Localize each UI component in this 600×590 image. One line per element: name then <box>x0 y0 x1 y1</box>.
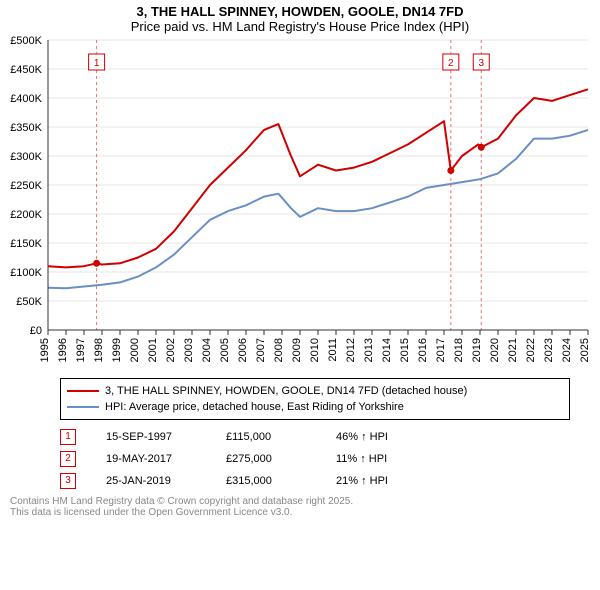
svg-text:2021: 2021 <box>507 338 519 362</box>
svg-text:2001: 2001 <box>147 338 159 362</box>
svg-text:2011: 2011 <box>327 338 339 362</box>
svg-text:2: 2 <box>448 58 454 69</box>
svg-text:£500K: £500K <box>10 35 42 47</box>
svg-text:2016: 2016 <box>417 338 429 362</box>
svg-text:1998: 1998 <box>93 338 105 362</box>
svg-text:2023: 2023 <box>543 338 555 362</box>
legend-item: 3, THE HALL SPINNEY, HOWDEN, GOOLE, DN14… <box>67 383 563 399</box>
sale-date: 25-JAN-2019 <box>106 470 196 492</box>
sale-delta: 21% ↑ HPI <box>336 470 388 492</box>
svg-text:2010: 2010 <box>309 338 321 362</box>
sale-date: 15-SEP-1997 <box>106 426 196 448</box>
svg-text:2024: 2024 <box>561 338 573 362</box>
svg-text:2017: 2017 <box>435 338 447 362</box>
legend-label: 3, THE HALL SPINNEY, HOWDEN, GOOLE, DN14… <box>105 383 467 399</box>
svg-text:2006: 2006 <box>237 338 249 362</box>
attribution-footer: Contains HM Land Registry data © Crown c… <box>10 496 590 518</box>
footer-line: Contains HM Land Registry data © Crown c… <box>10 496 590 507</box>
marker-badge: 3 <box>60 473 76 489</box>
svg-text:2005: 2005 <box>219 338 231 362</box>
svg-text:£450K: £450K <box>10 64 42 76</box>
svg-text:2018: 2018 <box>453 338 465 362</box>
price-chart: £0 £50K £100K £150K £200K £250K £300K £350K £400… <box>0 34 600 374</box>
table-row: 3 25-JAN-2019 £315,000 21% ↑ HPI <box>60 470 570 492</box>
svg-text:2009: 2009 <box>291 338 303 362</box>
svg-text:2000: 2000 <box>129 338 141 362</box>
svg-text:£200K: £200K <box>10 209 42 221</box>
sale-price: £275,000 <box>226 448 306 470</box>
sales-table: 1 15-SEP-1997 £115,000 46% ↑ HPI 2 19-MA… <box>60 426 570 492</box>
svg-text:£100K: £100K <box>10 267 42 279</box>
svg-text:2014: 2014 <box>381 338 393 362</box>
svg-text:£300K: £300K <box>10 151 42 163</box>
legend-item: HPI: Average price, detached house, East… <box>67 399 563 415</box>
svg-text:2013: 2013 <box>363 338 375 362</box>
marker-badge: 1 <box>60 429 76 445</box>
svg-text:2012: 2012 <box>345 338 357 362</box>
sale-date: 19-MAY-2017 <box>106 448 196 470</box>
svg-text:2003: 2003 <box>183 338 195 362</box>
chart-title-address: 3, THE HALL SPINNEY, HOWDEN, GOOLE, DN14… <box>0 4 600 19</box>
svg-text:2022: 2022 <box>525 338 537 362</box>
sale-delta: 46% ↑ HPI <box>336 426 388 448</box>
svg-text:£350K: £350K <box>10 122 42 134</box>
svg-text:1: 1 <box>94 58 100 69</box>
svg-text:2015: 2015 <box>399 338 411 362</box>
svg-text:2025: 2025 <box>579 338 591 362</box>
svg-text:£0: £0 <box>30 325 42 337</box>
table-row: 1 15-SEP-1997 £115,000 46% ↑ HPI <box>60 426 570 448</box>
svg-text:2019: 2019 <box>471 338 483 362</box>
svg-text:£150K: £150K <box>10 238 42 250</box>
sale-price: £315,000 <box>226 470 306 492</box>
legend: 3, THE HALL SPINNEY, HOWDEN, GOOLE, DN14… <box>60 378 570 420</box>
svg-text:1997: 1997 <box>75 338 87 362</box>
svg-text:2008: 2008 <box>273 338 285 362</box>
svg-text:2002: 2002 <box>165 338 177 362</box>
svg-text:3: 3 <box>478 58 484 69</box>
svg-text:1995: 1995 <box>39 338 51 362</box>
sale-delta: 11% ↑ HPI <box>336 448 387 470</box>
svg-text:2007: 2007 <box>255 338 267 362</box>
legend-label: HPI: Average price, detached house, East… <box>105 399 404 415</box>
legend-swatch <box>67 390 99 392</box>
table-row: 2 19-MAY-2017 £275,000 11% ↑ HPI <box>60 448 570 470</box>
svg-text:2020: 2020 <box>489 338 501 362</box>
svg-text:1999: 1999 <box>111 338 123 362</box>
sale-price: £115,000 <box>226 426 306 448</box>
chart-title-sub: Price paid vs. HM Land Registry's House … <box>0 19 600 34</box>
marker-badge: 2 <box>60 451 76 467</box>
legend-swatch <box>67 406 99 408</box>
footer-line: This data is licensed under the Open Gov… <box>10 507 590 518</box>
svg-text:£50K: £50K <box>16 296 42 308</box>
svg-text:2004: 2004 <box>201 338 213 362</box>
svg-text:1996: 1996 <box>57 338 69 362</box>
svg-text:£400K: £400K <box>10 93 42 105</box>
svg-text:£250K: £250K <box>10 180 42 192</box>
